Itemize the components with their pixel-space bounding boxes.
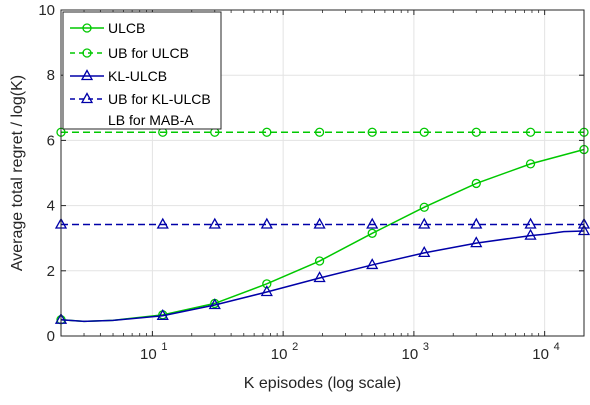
legend-label: LB for MAB-A xyxy=(108,112,194,128)
x-tick-label: 10 xyxy=(140,346,157,363)
data-point xyxy=(366,217,379,229)
y-tick-label: 4 xyxy=(47,198,55,215)
legend-marker xyxy=(82,23,92,33)
data-point xyxy=(419,127,429,137)
x-tick-label: 10 xyxy=(532,346,549,363)
legend-marker xyxy=(80,69,94,81)
series-ulcb xyxy=(56,144,589,325)
series-ub-for-kl-ulcb xyxy=(54,217,590,229)
series-kl-ulcb xyxy=(54,224,590,324)
data-point xyxy=(314,127,325,137)
series-line xyxy=(60,148,585,323)
legend-label: KL-ULCB xyxy=(108,68,167,84)
y-axis-label: Average total regret / log(K) xyxy=(9,75,26,271)
data-point xyxy=(471,178,481,189)
data-point xyxy=(525,127,536,137)
legend-label: UB for KL-ULCB xyxy=(108,91,211,107)
y-tick-label: 8 xyxy=(47,67,55,84)
x-tick-exponent: 2 xyxy=(292,341,298,353)
data-point xyxy=(367,228,377,238)
x-tick-label: 10 xyxy=(271,346,288,363)
legend: ULCB UB for ULCB KL-ULCB UB for KL-ULCB LB f… xyxy=(62,11,222,130)
y-tick-label: 0 xyxy=(47,328,55,345)
data-point xyxy=(470,217,483,229)
data-point xyxy=(367,127,377,137)
y-tick-label: 10 xyxy=(38,2,55,19)
y-ticks: 0 2 4 6 8 10 xyxy=(38,2,584,345)
x-tick-exponent: 1 xyxy=(161,341,167,353)
data-point xyxy=(418,246,431,258)
y-tick-label: 6 xyxy=(47,132,55,149)
data-point xyxy=(366,258,379,270)
data-point xyxy=(314,256,325,266)
x-tick-label: 10 xyxy=(402,346,419,363)
legend-label: UB for ULCB xyxy=(108,45,189,61)
data-point xyxy=(524,217,537,229)
data-point xyxy=(156,308,169,320)
legend-marker xyxy=(82,48,92,58)
data-point xyxy=(470,236,483,248)
data-point xyxy=(419,202,429,212)
y-tick-label: 2 xyxy=(47,263,55,280)
x-tick-exponent: 4 xyxy=(554,341,560,353)
data-point xyxy=(156,217,169,229)
data-point xyxy=(313,271,326,283)
x-ticks: 10 1 10 2 10 3 10 4 xyxy=(60,10,585,363)
series-layer xyxy=(54,127,590,325)
data-point xyxy=(471,127,481,137)
data-point xyxy=(262,127,272,137)
data-point xyxy=(260,285,273,297)
data-point xyxy=(208,217,221,229)
data-point xyxy=(525,159,536,169)
data-point xyxy=(260,217,273,229)
series-line xyxy=(60,230,585,323)
legend-label: ULCB xyxy=(108,20,145,36)
x-axis-label: K episodes (log scale) xyxy=(244,375,401,392)
data-point xyxy=(418,217,431,229)
x-tick-exponent: 3 xyxy=(423,341,429,353)
legend-marker xyxy=(80,92,94,104)
data-point xyxy=(208,298,221,310)
data-point xyxy=(262,279,272,289)
data-point xyxy=(313,217,326,229)
data-point xyxy=(524,228,537,240)
